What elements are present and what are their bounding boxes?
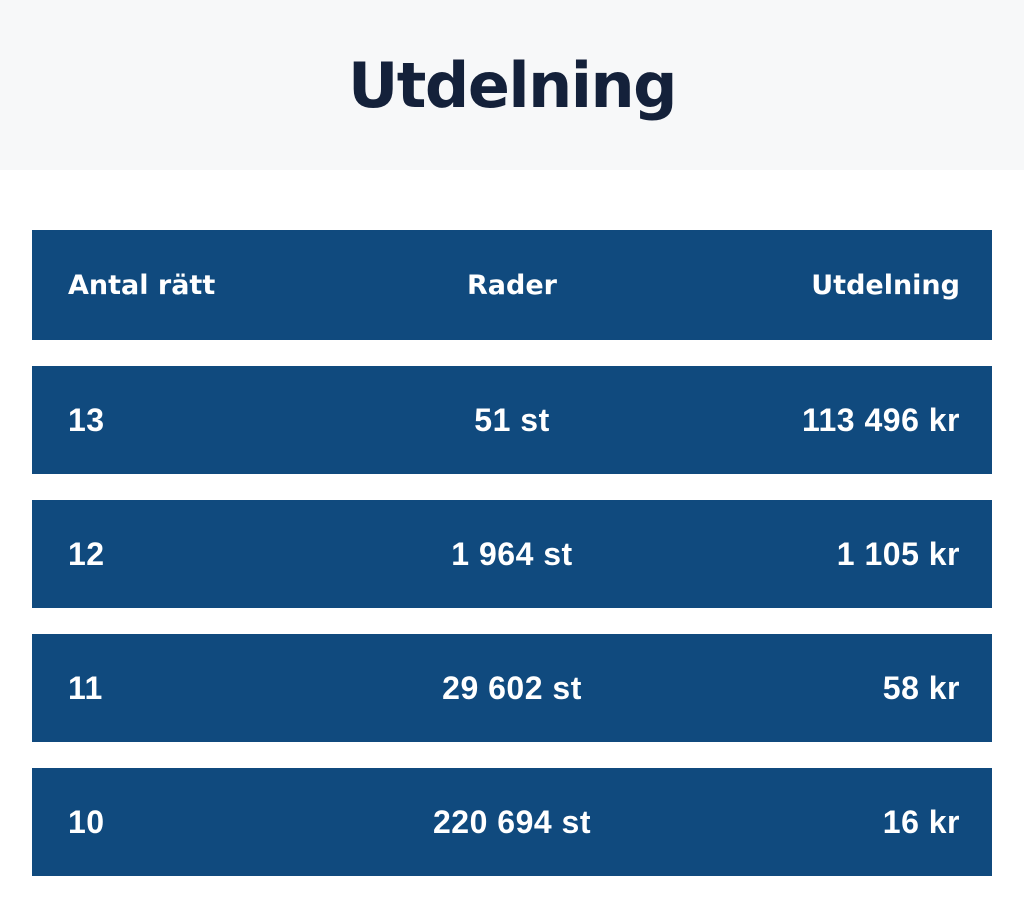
table-row: 12 1 964 st 1 105 kr [32,500,992,608]
cell-rader: 29 602 st [442,669,582,706]
table-header-row: Antal rätt Rader Utdelning [32,230,992,340]
cell-rader: 51 st [474,401,550,438]
cell-utdelning: 16 kr [882,803,960,840]
payout-table: Antal rätt Rader Utdelning 13 51 st 113 … [0,230,1024,876]
table-row: 10 220 694 st 16 kr [32,768,992,876]
column-header-antal-ratt: Antal rätt [68,269,216,301]
hero-band: Utdelning [0,0,1024,170]
column-header-utdelning: Utdelning [811,269,960,301]
cell-utdelning: 58 kr [882,669,960,706]
cell-antal-ratt: 12 [68,535,105,572]
column-header-rader: Rader [467,269,557,301]
table-row: 11 29 602 st 58 kr [32,634,992,742]
cell-utdelning: 1 105 kr [836,535,960,572]
cell-rader: 220 694 st [432,803,591,840]
cell-antal-ratt: 11 [68,669,103,706]
table-row: 13 51 st 113 496 kr [32,366,992,474]
page-title: Utdelning [347,48,678,122]
cell-rader: 1 964 st [451,535,573,572]
cell-utdelning: 113 496 kr [801,401,960,438]
cell-antal-ratt: 13 [68,401,105,438]
cell-antal-ratt: 10 [68,803,105,840]
